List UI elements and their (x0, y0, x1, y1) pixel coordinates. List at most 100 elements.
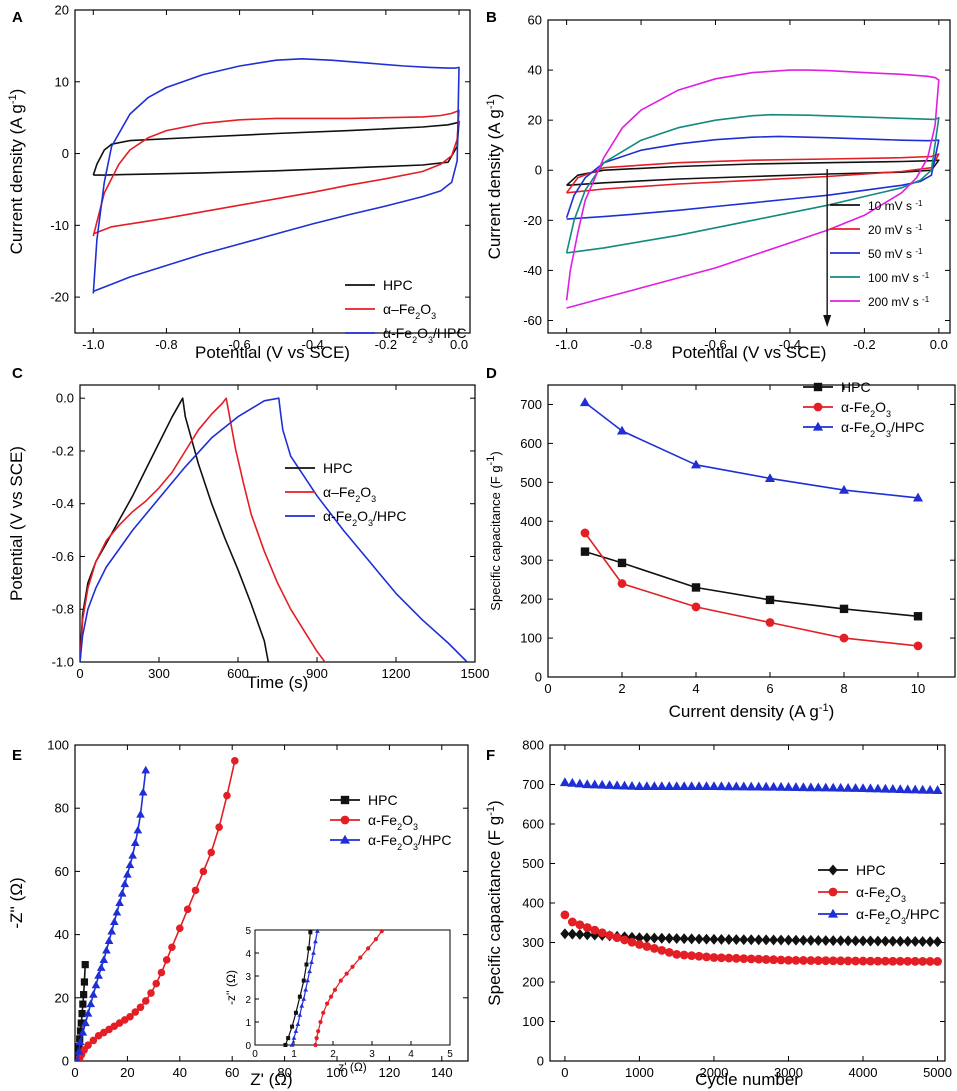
series-3 (579, 397, 924, 502)
data-point (813, 934, 823, 946)
x-tick-label: -0.4 (779, 337, 801, 352)
data-point (820, 782, 831, 792)
x-tick-label: 300 (148, 666, 170, 681)
legend-label: 100 mV s -1 (868, 271, 930, 286)
data-point (580, 528, 590, 538)
inset-data-point (366, 946, 371, 951)
plot-area (80, 397, 468, 662)
x-axis-title: Current density (A g-1) (669, 702, 835, 721)
y-axis-title: Specific capacitance (F g-1) (485, 451, 503, 610)
data-point (839, 633, 849, 643)
data-point (753, 781, 764, 791)
series-2 (565, 153, 940, 194)
data-point (120, 879, 130, 888)
inset-data-point (293, 1010, 298, 1015)
data-point (872, 783, 883, 793)
data-point (806, 934, 816, 946)
data-point (109, 917, 119, 926)
data-point (932, 785, 943, 794)
data-point (686, 781, 697, 791)
plot-frame (79, 384, 476, 663)
y-tick-label: 500 (520, 475, 542, 490)
y-tick-label: -0.2 (52, 443, 74, 458)
inset-data-point (301, 996, 307, 1001)
x-tick-label: -0.6 (704, 337, 726, 352)
legend-label: 50 mV s -1 (868, 247, 923, 262)
inset-data-point (332, 987, 338, 992)
y-tick-label: 700 (520, 397, 542, 412)
y-tick-label: 0 (535, 163, 542, 178)
data-point (626, 780, 638, 790)
data-point (798, 956, 808, 965)
data-point (716, 781, 727, 791)
data-point (694, 951, 704, 961)
y-tick-label: -60 (523, 313, 542, 328)
legend-label: HPC (841, 379, 871, 395)
x-tick-label: -0.6 (228, 337, 250, 352)
x-tick-label: 10 (911, 681, 925, 696)
inset-data-point (325, 1001, 330, 1006)
data-point (765, 595, 775, 605)
inset-data-point (373, 937, 378, 942)
plot-area (92, 57, 460, 294)
y-tick-label: 20 (55, 990, 69, 1005)
plot-frame (547, 384, 956, 678)
data-point (805, 782, 816, 792)
data-point (168, 943, 176, 952)
data-point (690, 459, 702, 469)
inset-y-tick-label: 1 (245, 1018, 251, 1029)
panel-label: D (486, 365, 497, 382)
series-1 (580, 547, 923, 621)
data-point (117, 889, 127, 897)
data-point (910, 956, 920, 966)
data-point (791, 934, 801, 946)
data-point (798, 934, 809, 946)
data-point (708, 781, 720, 791)
data-point (635, 940, 644, 949)
data-point (679, 950, 689, 960)
y-axis-title: Current density (A g-1) (485, 94, 504, 260)
x-tick-label: 80 (277, 1065, 291, 1080)
inset-data-point (350, 964, 355, 969)
data-point (724, 934, 734, 945)
data-point (141, 765, 151, 774)
y-tick-label: 40 (528, 63, 542, 78)
x-tick-label: 8 (840, 681, 847, 696)
legend-label: α-Fe2O3/HPC (856, 906, 939, 926)
data-point (78, 1010, 86, 1018)
data-point (784, 955, 793, 965)
inset-data-point (301, 978, 306, 983)
y-tick-label: 500 (522, 856, 544, 871)
data-point (147, 989, 155, 997)
data-point (765, 618, 775, 627)
inset-y-tick-label: 0 (245, 1041, 251, 1052)
data-point (691, 602, 701, 612)
x-tick-label: -0.4 (302, 337, 324, 352)
data-point (112, 907, 122, 916)
data-point (932, 936, 943, 948)
inset-data-point (297, 1012, 303, 1017)
y-axis-title: Potential (V vs SCE) (7, 446, 26, 601)
data-point (873, 935, 883, 947)
y-tick-label: 80 (55, 801, 69, 816)
series-line (565, 135, 940, 220)
legend-marker (827, 908, 839, 918)
x-tick-label: 100 (326, 1065, 348, 1080)
plot-area (579, 397, 924, 651)
x-tick-label: 900 (306, 666, 328, 681)
data-point (207, 848, 216, 857)
inset-y-tick-label: 5 (245, 926, 251, 937)
inset-data-point (305, 978, 311, 983)
y-tick-label: 0 (535, 670, 542, 685)
legend: 10 mV s -1 20 mV s -1 50 mV s -1 100 mV s -… (830, 199, 930, 309)
inset-data-point (283, 1043, 288, 1047)
y-tick-label: 400 (520, 514, 542, 529)
series-2 (92, 109, 460, 237)
data-point (560, 928, 570, 940)
data-point (605, 930, 615, 940)
data-point (104, 936, 114, 944)
x-tick-label: -0.2 (375, 337, 397, 352)
data-point (75, 1047, 84, 1055)
data-point (612, 933, 622, 943)
